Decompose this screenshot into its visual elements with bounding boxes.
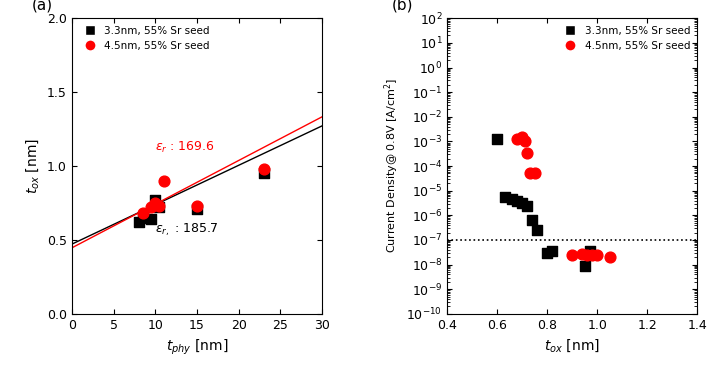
Point <box>154 203 165 209</box>
Point <box>582 252 593 258</box>
Legend: 3.3nm, 55% Sr seed, 4.5nm, 55% Sr seed: 3.3nm, 55% Sr seed, 4.5nm, 55% Sr seed <box>557 23 692 53</box>
Point <box>516 200 528 206</box>
Y-axis label: Current Density@ 0.8V [A/cm$^2$]: Current Density@ 0.8V [A/cm$^2$] <box>383 79 401 253</box>
Point <box>524 170 536 176</box>
Point <box>511 197 523 203</box>
Point <box>506 196 518 202</box>
Text: (b): (b) <box>392 0 413 12</box>
Point <box>546 248 558 254</box>
Point <box>584 248 595 254</box>
Point <box>150 200 161 206</box>
Point <box>579 264 590 269</box>
Point <box>492 136 503 142</box>
Point <box>137 215 149 221</box>
Point <box>258 166 270 172</box>
X-axis label: $t_{phy}$ [nm]: $t_{phy}$ [nm] <box>166 337 228 357</box>
Point <box>133 219 145 225</box>
Point <box>521 150 533 155</box>
Text: $\varepsilon_{r,}$ : 185.7: $\varepsilon_{r,}$ : 185.7 <box>155 221 219 238</box>
Point <box>154 204 165 210</box>
Point <box>529 170 541 176</box>
Point <box>516 134 528 140</box>
Point <box>145 216 157 222</box>
Point <box>499 194 510 200</box>
Point <box>150 197 161 203</box>
Point <box>191 203 203 209</box>
Point <box>158 178 170 184</box>
Point <box>145 204 157 210</box>
Point <box>191 206 203 212</box>
Point <box>531 227 543 233</box>
Point <box>511 136 523 142</box>
Point <box>519 139 531 145</box>
Point <box>592 252 603 258</box>
Point <box>577 251 588 257</box>
Point <box>258 170 270 176</box>
Point <box>526 217 538 223</box>
X-axis label: $t_{ox}$ [nm]: $t_{ox}$ [nm] <box>544 337 600 354</box>
Point <box>137 211 149 216</box>
Y-axis label: $t_{ox}$ [nm]: $t_{ox}$ [nm] <box>24 138 42 194</box>
Text: (a): (a) <box>32 0 53 12</box>
Point <box>541 250 553 256</box>
Point <box>567 252 578 258</box>
Point <box>521 203 533 208</box>
Point <box>587 252 598 258</box>
Legend: 3.3nm, 55% Sr seed, 4.5nm, 55% Sr seed: 3.3nm, 55% Sr seed, 4.5nm, 55% Sr seed <box>77 23 212 53</box>
Point <box>604 254 615 260</box>
Text: $\varepsilon_r$ : 169.6: $\varepsilon_r$ : 169.6 <box>155 140 215 155</box>
